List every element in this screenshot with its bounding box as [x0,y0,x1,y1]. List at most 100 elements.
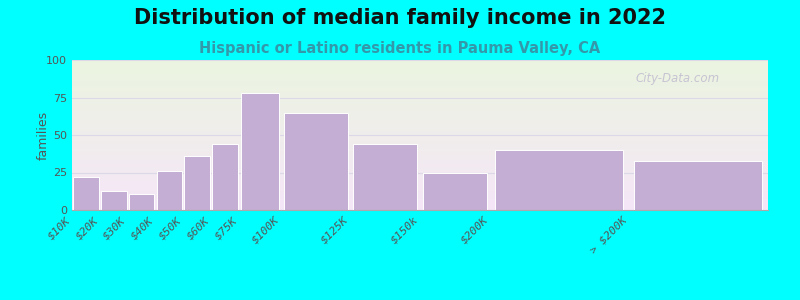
Bar [72,63,768,64]
Bar [353,144,418,210]
Bar [72,73,768,74]
Bar [72,169,768,170]
Bar [72,154,768,155]
Bar [72,125,768,126]
Bar [72,151,768,152]
Bar [72,103,768,104]
Bar [72,148,768,149]
Bar [72,79,768,80]
Bar [72,192,768,193]
Bar [72,66,768,67]
Bar [72,191,768,192]
Bar [72,209,768,210]
Bar [72,100,768,101]
Bar [72,190,768,191]
Bar [72,145,768,146]
Bar [72,62,768,63]
Bar [72,156,768,157]
Bar [72,122,768,123]
Bar [72,105,768,106]
Bar [72,202,768,203]
Bar [72,64,768,65]
Bar [72,116,768,117]
Bar [72,110,768,111]
Bar [72,180,768,181]
Bar [72,114,768,115]
Bar [72,131,768,132]
Bar [72,195,768,196]
Bar [72,93,768,94]
Bar [72,164,768,165]
Bar [72,70,768,71]
Bar [72,185,768,186]
Bar [72,85,768,86]
Bar [72,134,768,135]
Bar [72,139,768,140]
Bar [72,147,768,148]
Bar [72,184,768,185]
Bar [72,153,768,154]
Bar [72,95,768,96]
Bar [212,144,238,210]
Bar [72,160,768,161]
Bar [72,112,768,113]
Bar [72,91,768,92]
Bar [72,89,768,90]
Bar [72,69,768,70]
Bar [72,132,768,133]
Bar [72,60,768,61]
Bar [72,123,768,124]
Bar [72,130,768,131]
Bar [72,115,768,116]
Bar [72,113,768,114]
Bar [72,101,768,102]
Bar [72,167,768,168]
Bar [72,104,768,105]
Bar [72,92,768,93]
Bar [72,74,768,75]
Bar [72,121,768,122]
Bar [72,106,768,107]
Bar [72,204,768,205]
Bar [72,117,768,118]
Bar [72,83,768,84]
Bar [72,99,768,100]
Bar [72,143,768,144]
Bar [72,175,768,176]
Bar [72,85,768,86]
Bar [72,157,768,158]
Bar [72,140,768,141]
Bar [72,142,768,143]
Bar [72,163,768,164]
Bar [72,200,768,201]
Bar [72,82,768,83]
Bar [72,150,768,151]
Bar [72,178,768,179]
Bar [72,168,768,169]
Bar [72,82,768,83]
Bar [72,68,768,69]
Bar [72,161,768,162]
Bar [72,71,768,72]
Bar [72,207,768,208]
Text: Hispanic or Latino residents in Pauma Valley, CA: Hispanic or Latino residents in Pauma Va… [199,40,601,56]
Bar [72,84,768,85]
Text: City-Data.com: City-Data.com [636,72,720,85]
Bar [72,120,768,121]
Bar [72,146,768,147]
Bar [72,75,768,76]
Bar [72,90,768,91]
Bar [72,86,768,87]
Bar [72,65,768,66]
Bar [283,112,348,210]
Bar [72,193,768,194]
Bar [72,152,768,153]
Bar [72,76,768,77]
Bar [72,196,768,197]
Bar [72,203,768,204]
Bar [72,144,768,145]
Bar [72,166,768,167]
Bar [72,171,768,172]
Bar [72,177,768,178]
Y-axis label: families: families [37,110,50,160]
